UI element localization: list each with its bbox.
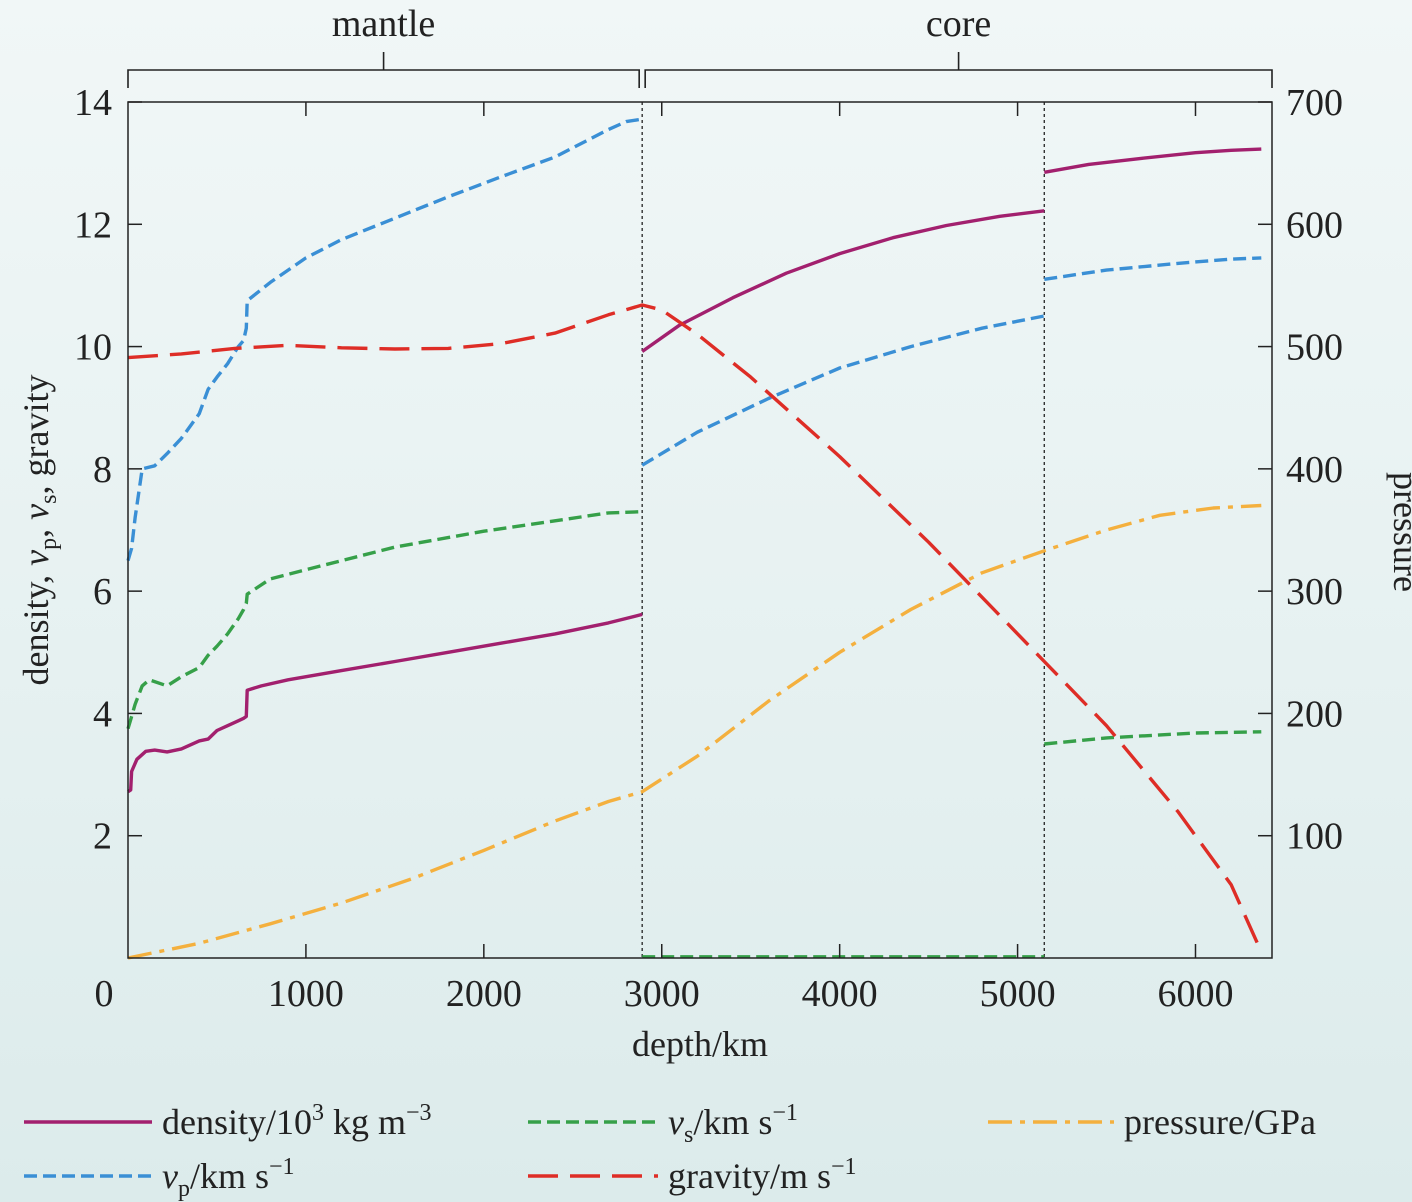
y-tick-label-right: 700 [1286,82,1343,124]
x-tick-label: 4000 [802,973,878,1015]
series-line-vs-0 [126,510,643,730]
legend: density/103 kg m−3 vs/km s−1 pressure/GP… [24,1100,1316,1202]
legend-label-density: density/103 kg m−3 [162,1100,432,1142]
y-tick-label-right: 200 [1286,693,1343,735]
series-line-vp-1 [641,314,1045,467]
y-tick-label-right: 500 [1286,327,1343,369]
y-tick-label-right: 300 [1286,571,1343,613]
series-line-density-2 [1044,147,1262,174]
region-label-core: core [926,3,991,45]
legend-label-gravity: gravity/m s−1 [668,1154,857,1196]
x-tick-label: 0 [95,973,114,1015]
y-tick-label-left: 12 [74,204,112,246]
left-axis-title: density, vp, vs, gravity [16,375,62,686]
x-axis-title: depth/km [632,1024,768,1064]
y-tick-label-left: 8 [93,449,112,491]
series-line-vs-2 [1044,730,1262,746]
series-line-pressure-0 [127,503,1262,960]
right-axis-title: pressure [1386,472,1412,592]
x-tick-label: 1000 [268,973,344,1015]
x-tick-label: 5000 [980,973,1056,1015]
region-bracket-mantle [127,52,640,88]
y-tick-label-left: 2 [93,816,112,858]
y-tick-label-left: 6 [93,571,112,613]
legend-label-vs: vs/km s−1 [668,1100,798,1148]
series-line-density-0 [127,612,643,794]
x-tick-label: 3000 [624,973,700,1015]
y-tick-label-left: 14 [74,82,112,124]
y-tick-label-left: 10 [74,327,112,369]
y-tick-label-right: 400 [1286,449,1343,491]
plot-frame [127,101,1273,959]
region-bracket-core [644,52,1273,88]
region-label-mantle: mantle [332,3,435,45]
series-line-vp-2 [1044,256,1262,281]
y-tick-label-left: 4 [93,693,112,735]
boundary-lines [641,102,1045,958]
y-tick-label-right: 100 [1286,816,1343,858]
series-line-density-1 [641,209,1045,353]
x-tick-label: 2000 [446,973,522,1015]
y-tick-label-right: 600 [1286,204,1343,246]
series-line-vp-0 [126,117,643,562]
legend-label-vp: vp/km s−1 [162,1154,295,1202]
x-tick-label: 6000 [1157,973,1233,1015]
legend-label-pressure: pressure/GPa [1124,1102,1316,1142]
region-brackets [127,52,1273,88]
axis-ticks [128,101,1272,958]
tick-labels: 0 1000 2000 3000 4000 5000 6000 2 4 6 8 10 12 14 100 20… [74,82,1343,1015]
series-line-gravity-0 [127,303,1263,953]
series-lines [126,117,1263,960]
